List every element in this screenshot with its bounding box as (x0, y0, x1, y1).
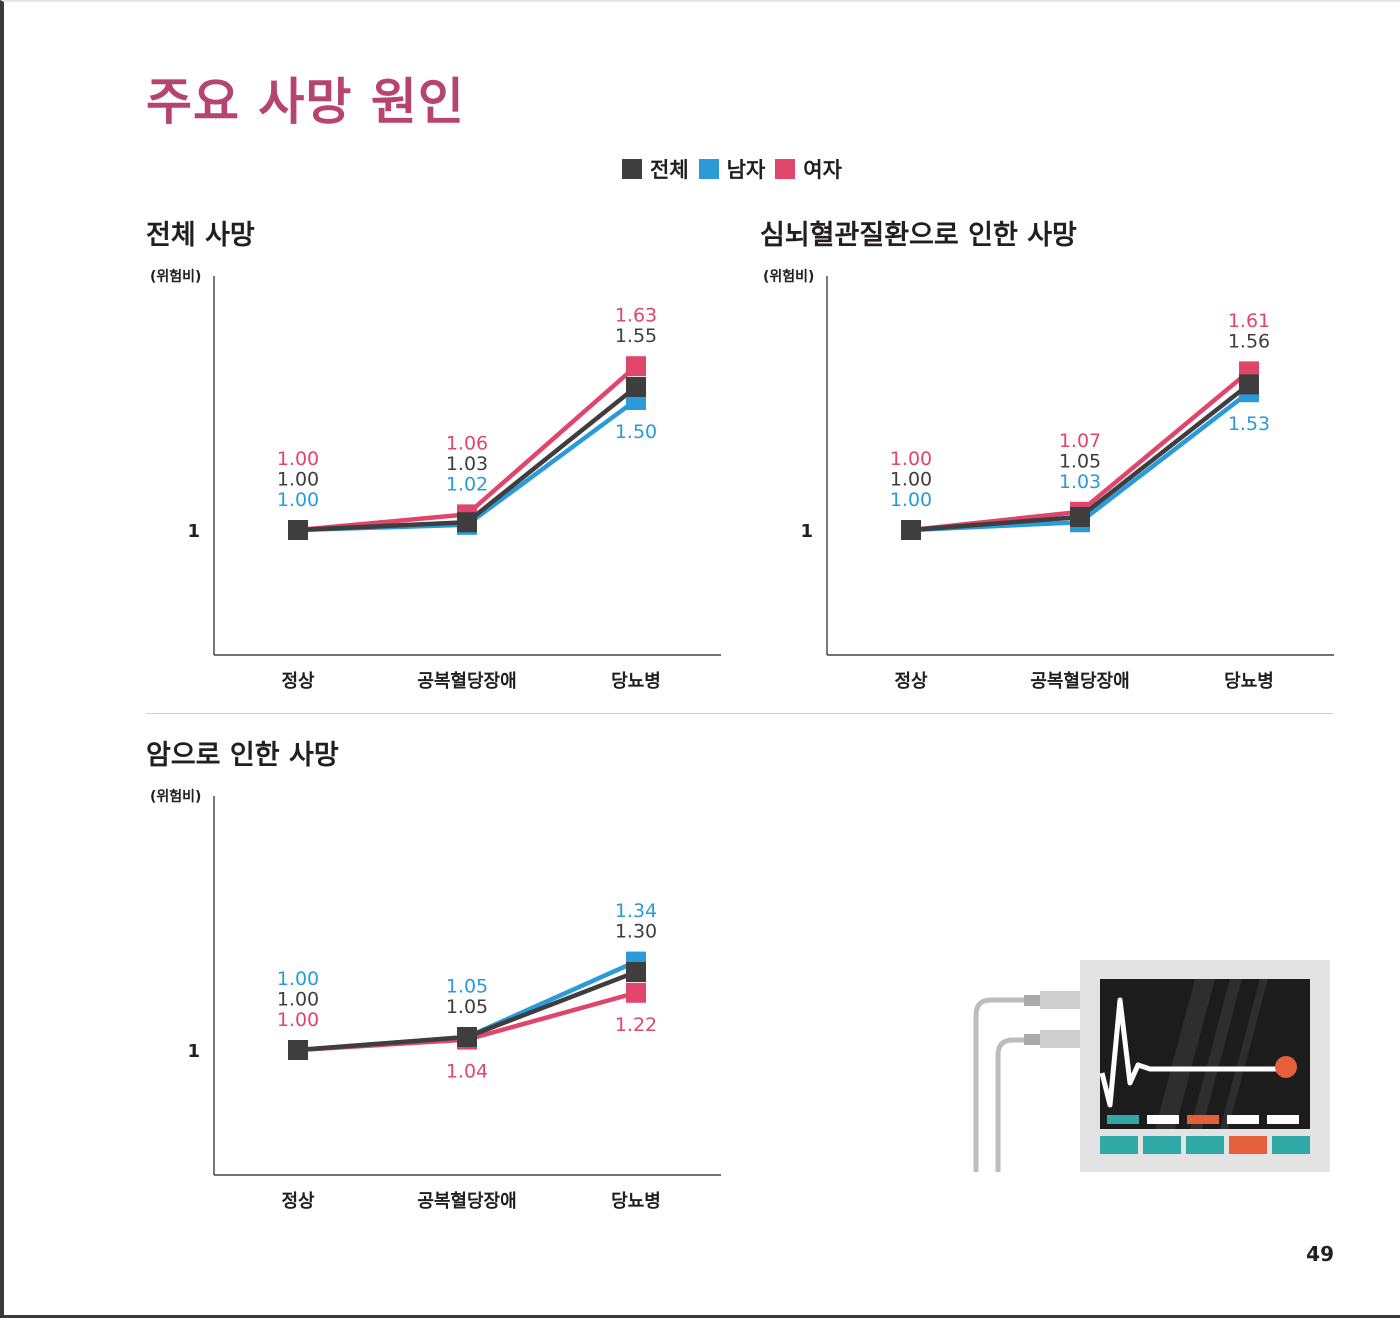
data-point-total (288, 520, 308, 540)
data-point-total (626, 377, 646, 397)
data-point-total (1070, 507, 1090, 527)
data-point-total (901, 520, 921, 540)
legend-swatch-total (622, 159, 642, 179)
y-tick-label: 1 (187, 1041, 200, 1062)
data-label-female: 1.61 (1228, 310, 1270, 332)
data-label-male: 1.50 (615, 421, 657, 443)
data-label-male: 1.34 (615, 900, 657, 922)
x-tick-label: 공복혈당장애 (417, 1190, 516, 1212)
data-label-male: 1.03 (1059, 471, 1101, 493)
data-label-female: 1.06 (446, 432, 488, 454)
y-tick-label: 1 (800, 521, 813, 542)
data-label-total: 1.00 (277, 989, 319, 1011)
data-label-male: 1.05 (446, 976, 488, 998)
page-number: 49 (1306, 1242, 1334, 1266)
data-label-total: 1.30 (615, 921, 657, 943)
data-label-male: 1.00 (890, 489, 932, 511)
chart-title-cardiovascular: 심뇌혈관질환으로 인한 사망 (760, 220, 1077, 251)
chart-cancer: (위험비)1정상 공복혈당장애 당뇨병1.001.001.001.051.051.0… (150, 788, 721, 1212)
data-point-total (288, 1040, 308, 1060)
x-tick-label: 정상 (894, 671, 928, 692)
section-divider (146, 713, 1333, 714)
data-label-male: 1.00 (277, 489, 319, 511)
data-label-total: 1.56 (1228, 330, 1270, 352)
legend-label-female: 여자 (803, 158, 842, 182)
x-tick-label: 당뇨병 (611, 671, 661, 692)
chart-all-cause: (위험비)1정상 공복혈당장애 당뇨병1.001.001.001.021.031.0… (150, 268, 721, 692)
data-label-female: 1.07 (1059, 430, 1101, 452)
y-axis-label: (위험비) (763, 268, 814, 285)
data-label-male: 1.00 (277, 968, 319, 990)
data-label-total: 1.55 (615, 325, 657, 347)
data-label-female: 1.00 (277, 1009, 319, 1031)
x-tick-label: 공복혈당장애 (417, 670, 516, 692)
legend-item-male: 남자 (698, 154, 766, 184)
x-tick-label: 정상 (281, 671, 315, 692)
data-label-total: 1.00 (277, 469, 319, 491)
page-title: 주요 사망 원인 (146, 73, 465, 131)
legend-label-male: 남자 (726, 158, 766, 182)
y-tick-label: 1 (187, 521, 200, 542)
data-label-female: 1.63 (615, 305, 657, 327)
data-point-female (626, 982, 646, 1003)
legend-item-female: 여자 (775, 154, 842, 184)
data-point-total (457, 1027, 477, 1047)
x-tick-label: 당뇨병 (1224, 671, 1274, 692)
legend-item-total: 전체 (622, 154, 689, 184)
chart-title-all-cause: 전체 사망 (146, 220, 255, 251)
legend-swatch-male (698, 159, 719, 179)
data-label-female: 1.00 (890, 448, 932, 470)
legend-label-total: 전체 (650, 158, 689, 182)
chart-title-cancer: 암으로 인한 사망 (146, 740, 339, 771)
data-label-total: 1.05 (446, 996, 488, 1018)
x-tick-label: 공복혈당장애 (1030, 670, 1129, 692)
legend-swatch-female (775, 159, 796, 179)
data-label-total: 1.03 (446, 453, 488, 475)
data-label-male: 1.53 (1228, 413, 1270, 435)
data-point-total (626, 962, 646, 982)
data-label-total: 1.05 (1059, 450, 1101, 472)
y-axis-label: (위험비) (150, 268, 201, 285)
x-tick-label: 당뇨병 (611, 1191, 661, 1212)
data-label-total: 1.00 (890, 469, 932, 491)
heart-monitor-illustration (973, 960, 1330, 1172)
chart-cardiovascular: (위험비)1정상 공복혈당장애 당뇨병1.001.001.001.031.051.0… (763, 268, 1334, 692)
data-label-female: 1.04 (446, 1061, 488, 1083)
data-label-female: 1.00 (277, 448, 319, 470)
data-point-female (626, 356, 646, 377)
data-label-female: 1.22 (615, 1014, 657, 1036)
data-point-total (457, 512, 477, 533)
data-point-total (1239, 374, 1259, 395)
legend: 전체 남자 여자 (622, 154, 852, 184)
data-label-male: 1.02 (446, 473, 488, 495)
y-axis-label: (위험비) (150, 788, 201, 805)
x-tick-label: 정상 (281, 1191, 315, 1212)
